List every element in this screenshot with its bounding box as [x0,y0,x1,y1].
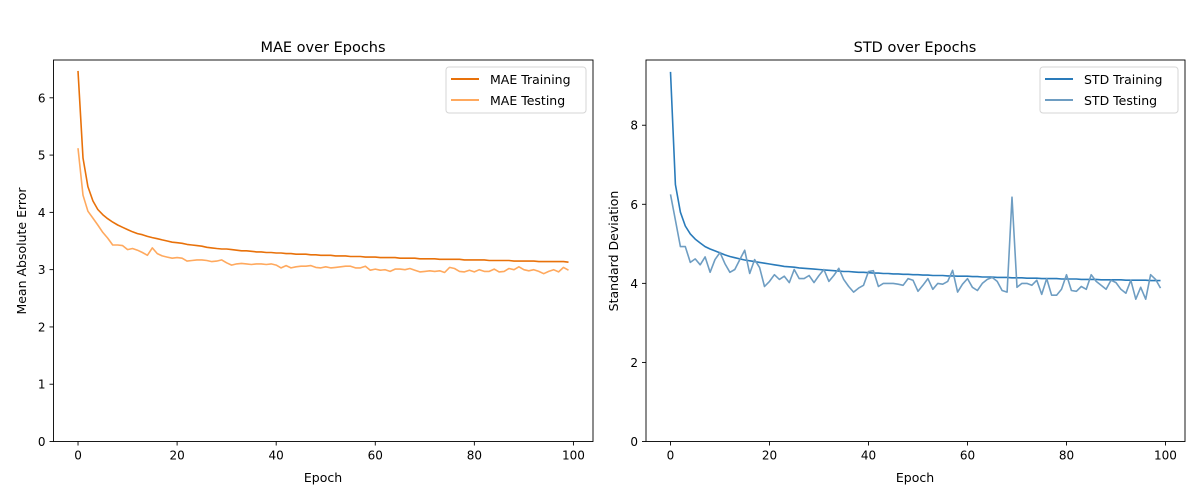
axes-frame [53,59,594,442]
chart-title: STD over Epochs [854,40,977,56]
x-tick-label: 100 [1154,449,1177,463]
x-tick-label: 60 [368,449,383,463]
x-tick-label: 0 [667,449,675,463]
x-axis-label: Epoch [896,470,934,485]
plot-area: 0 20 40 60 80 100 0 2 4 6 8 [630,59,1186,463]
plot-area: 0 20 40 60 80 100 0 1 2 3 4 5 6 [38,59,594,463]
y-tick-label: 4 [38,206,46,220]
y-tick-label: 2 [630,356,638,370]
legend-label-std-training: STD Training [1084,72,1163,87]
y-axis-label: Standard Deviation [606,191,621,312]
std-chart: STD over Epochs Epoch Standard Deviation… [606,40,1186,485]
y-tick-label: 4 [630,277,638,291]
series-line-mae-testing [77,148,569,275]
x-tick-label: 100 [562,449,585,463]
legend-label-mae-testing: MAE Testing [490,93,565,108]
x-axis-label: Epoch [304,470,342,485]
y-tick-label: 1 [38,378,46,392]
series-line-mae-training [77,70,569,263]
legend-box [445,66,587,114]
y-tick-label: 0 [38,435,46,449]
x-tick-label: 20 [762,449,777,463]
x-tick-label: 0 [74,449,82,463]
y-tick-label: 0 [630,435,638,449]
x-tick-label: 60 [960,449,975,463]
y-tick-label: 3 [38,263,46,277]
x-tick-label: 40 [269,449,284,463]
y-axis-label: Mean Absolute Error [14,187,29,315]
y-tick-label: 2 [38,320,46,334]
y-tick-label: 8 [630,119,638,133]
y-tick-label: 6 [630,198,638,212]
series-line-std-training [669,71,1161,282]
y-tick-label: 6 [38,91,46,105]
mae-chart: MAE over Epochs Epoch Mean Absolute Erro… [14,40,594,485]
legend-box [1039,66,1179,114]
x-tick-label: 40 [861,449,876,463]
y-tick-label: 5 [38,149,46,163]
legend: STD Training STD Testing [1039,66,1179,114]
legend-label-std-testing: STD Testing [1084,93,1157,108]
legend-label-mae-training: MAE Training [490,72,571,87]
chart-title: MAE over Epochs [260,40,385,56]
x-tick-label: 20 [169,449,184,463]
legend: MAE Training MAE Testing [445,66,587,114]
x-tick-label: 80 [1059,449,1074,463]
x-tick-label: 80 [467,449,482,463]
series-line-std-testing [669,194,1162,301]
axes-frame [645,59,1186,442]
